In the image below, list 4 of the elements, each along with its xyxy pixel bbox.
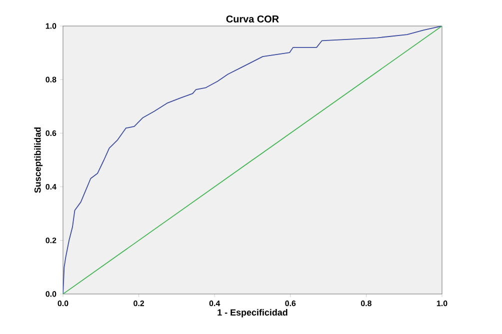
chart-title: Curva COR — [226, 15, 279, 22]
y-axis-title: Susceptibilidad — [34, 127, 43, 193]
line-series — [63, 26, 442, 294]
x-axis-title: 1 - Especificidad — [218, 309, 288, 318]
